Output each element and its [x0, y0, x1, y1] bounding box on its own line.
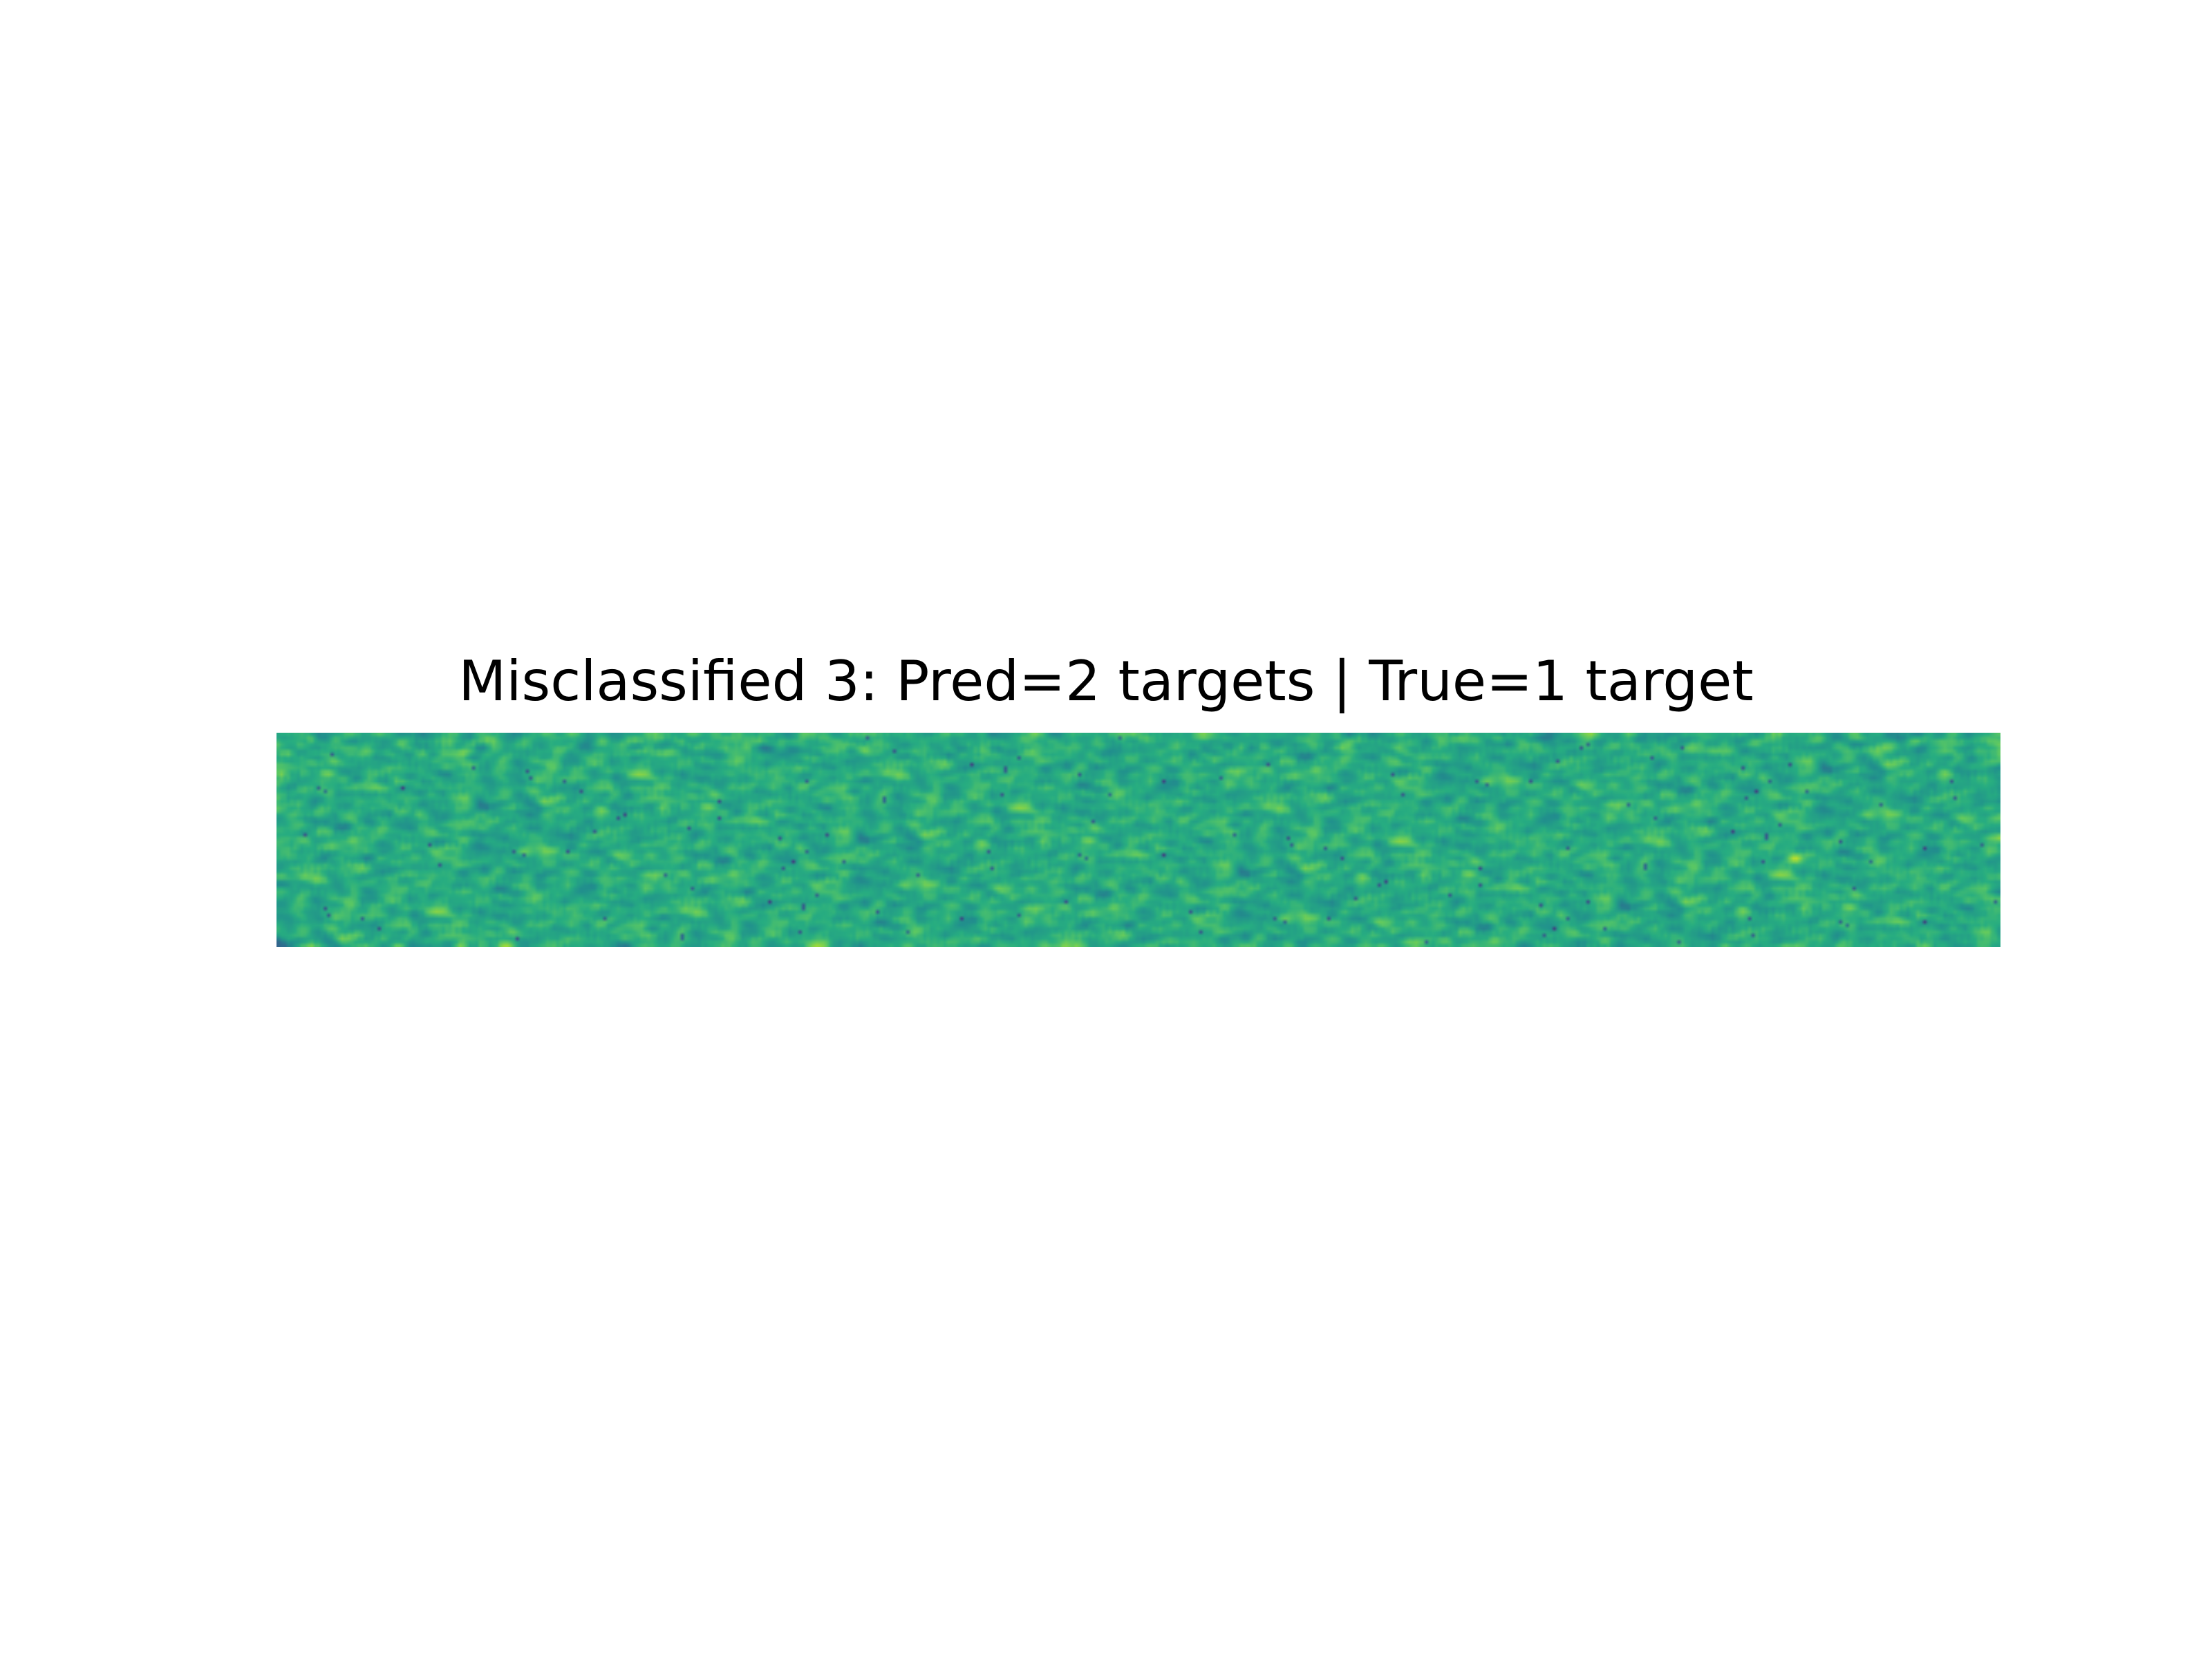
heatmap-axes	[276, 733, 2000, 947]
heatmap-image	[276, 733, 2000, 947]
chart-title: Misclassified 3: Pred=2 targets | True=1…	[458, 649, 1754, 713]
